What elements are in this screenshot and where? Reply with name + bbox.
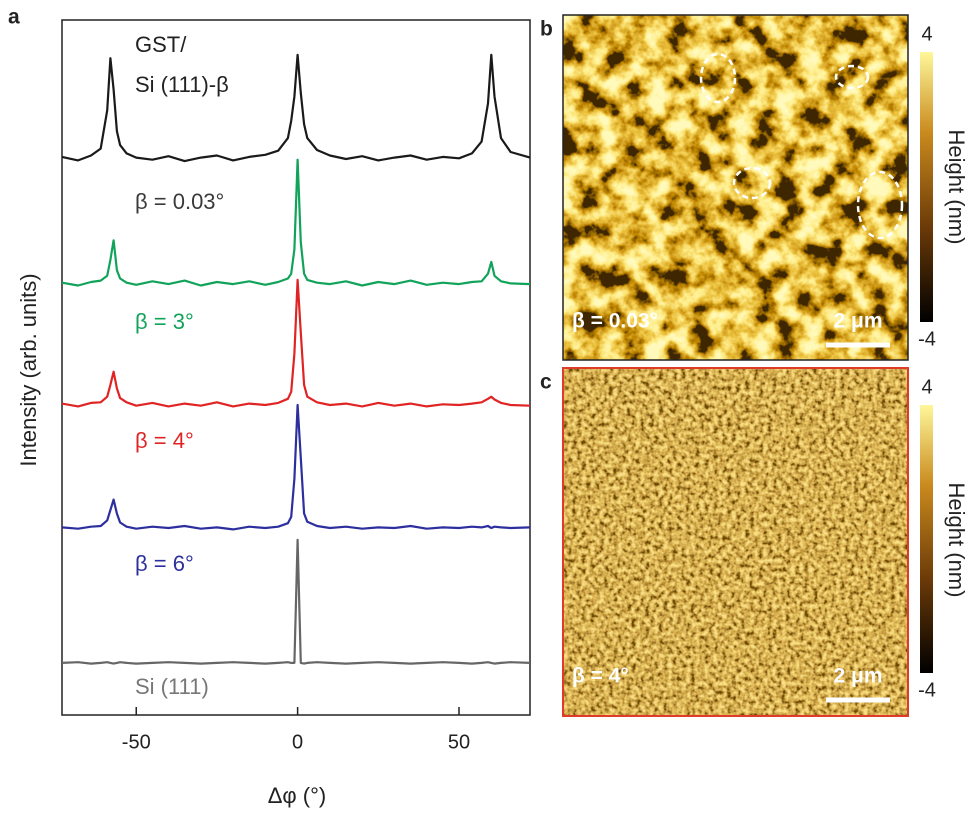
colorbar-tick-label: 4 — [921, 376, 932, 398]
series-line — [61, 278, 531, 408]
y-axis-label: Intensity (arb. units) — [16, 273, 41, 466]
colorbar-tick-label: -4 — [918, 679, 936, 701]
panel-letter: b — [540, 18, 553, 41]
series-line — [61, 403, 531, 531]
series-line — [61, 538, 531, 665]
image-label: β = 0.03° — [572, 310, 658, 333]
series-line — [61, 158, 531, 287]
x-axis-label: Δφ (°) — [268, 783, 327, 808]
panel-letter: c — [540, 371, 552, 394]
x-tick-label: -50 — [122, 731, 151, 753]
series-label: β = 6° — [135, 551, 194, 576]
plot-frame — [61, 19, 531, 716]
image-frame — [562, 367, 909, 717]
annotation: GST/ — [135, 32, 187, 57]
panel-letter: a — [8, 6, 20, 29]
scale-bar-label: 2 μm — [833, 310, 882, 333]
annotation: Si (111)-β — [135, 72, 229, 97]
scale-bar-label: 2 μm — [833, 665, 882, 688]
series-line — [61, 53, 531, 163]
image-label: β = 4° — [572, 665, 629, 688]
highlight-ellipses — [699, 52, 904, 240]
series-label: β = 4° — [135, 428, 194, 453]
series-label: Si (111) — [135, 674, 209, 699]
x-tick-label: 0 — [292, 731, 303, 753]
x-tick-label: 50 — [448, 731, 470, 753]
afm-image — [563, 368, 908, 716]
colorbar — [920, 405, 933, 673]
colorbar-tick-label: -4 — [918, 328, 936, 350]
colorbar — [920, 52, 933, 322]
colorbar-label: Height (nm) — [944, 483, 969, 598]
afm-image — [563, 15, 908, 360]
colorbar-tick-label: 4 — [921, 23, 932, 45]
series-label: β = 3° — [135, 309, 194, 334]
image-frame — [562, 14, 909, 361]
series-label: β = 0.03° — [135, 189, 224, 214]
colorbar-label: Height (nm) — [944, 130, 969, 245]
